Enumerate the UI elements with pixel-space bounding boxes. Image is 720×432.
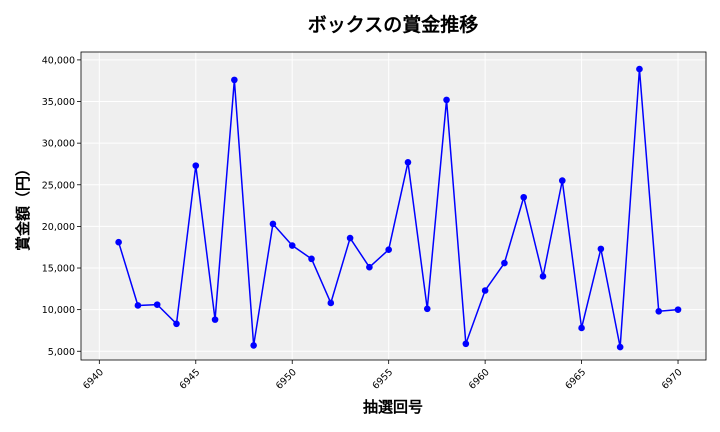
plot-area bbox=[81, 52, 706, 360]
x-tick-label-0: 6940 bbox=[81, 367, 106, 392]
series-prize bbox=[115, 65, 682, 351]
data-point-6966 bbox=[597, 245, 605, 253]
x-tick-label-2: 6950 bbox=[274, 367, 299, 392]
data-point-6947 bbox=[231, 76, 238, 84]
y-axis-ticks: 5,000 10,000 15,000 20,000 25,000 30,000 35,00… bbox=[42, 55, 81, 358]
axes bbox=[80, 51, 707, 361]
y-tick-label-1: 10,000 bbox=[42, 305, 75, 316]
data-point-6965 bbox=[578, 324, 585, 332]
data-point-6954 bbox=[366, 263, 373, 271]
chart-title: ボックスの賞金推移 bbox=[308, 13, 478, 36]
x-tick-label-1: 6945 bbox=[178, 367, 203, 392]
data-point-6944 bbox=[173, 320, 180, 328]
data-point-6956 bbox=[404, 158, 412, 166]
data-point-6955 bbox=[385, 246, 392, 254]
y-tick-label-4: 25,000 bbox=[42, 180, 75, 191]
x-tick-label-4: 6960 bbox=[467, 367, 492, 392]
y-tick-label-2: 15,000 bbox=[42, 264, 75, 275]
y-tick-label-3: 20,000 bbox=[42, 222, 75, 233]
data-point-6942 bbox=[134, 302, 142, 309]
data-point-6945 bbox=[192, 162, 200, 169]
y-tick-label-5: 30,000 bbox=[42, 139, 75, 150]
grid-lines bbox=[81, 52, 706, 360]
data-point-6964 bbox=[558, 177, 566, 184]
data-point-6946 bbox=[211, 316, 219, 323]
x-tick-label-6: 6970 bbox=[660, 367, 685, 392]
series-line bbox=[117, 68, 679, 348]
data-point-6953 bbox=[346, 234, 354, 242]
data-point-6963 bbox=[539, 273, 547, 280]
x-axis-label: 抽選回号 bbox=[363, 398, 423, 416]
data-point-6967 bbox=[616, 343, 624, 351]
y-tick-label-6: 35,000 bbox=[42, 97, 75, 108]
data-point-6961 bbox=[501, 259, 508, 267]
data-point-6968 bbox=[636, 65, 643, 73]
data-point-6950 bbox=[288, 242, 296, 249]
data-point-6949 bbox=[269, 220, 277, 228]
data-point-6943 bbox=[153, 301, 161, 308]
data-point-6952 bbox=[327, 299, 335, 307]
x-tick-label-3: 6955 bbox=[370, 367, 395, 392]
x-tick-label-5: 6965 bbox=[563, 367, 588, 392]
data-point-6948 bbox=[250, 342, 257, 349]
data-point-6969 bbox=[655, 308, 663, 315]
y-tick-label-7: 40,000 bbox=[42, 55, 75, 66]
data-point-6957 bbox=[423, 305, 431, 313]
data-point-6941 bbox=[115, 238, 122, 246]
data-point-6959 bbox=[462, 340, 470, 348]
data-point-6970 bbox=[674, 306, 682, 313]
y-axis-label: 賞金額（円） bbox=[14, 161, 32, 251]
data-point-6962 bbox=[520, 193, 528, 201]
y-tick-label-0: 5,000 bbox=[48, 347, 75, 358]
data-point-6951 bbox=[308, 255, 315, 263]
data-point-6960 bbox=[481, 287, 489, 294]
data-point-6958 bbox=[443, 96, 450, 104]
x-axis-ticks: 6940 6945 6950 6955 6960 6965 6970 bbox=[81, 360, 685, 392]
plot-frame bbox=[80, 51, 707, 361]
